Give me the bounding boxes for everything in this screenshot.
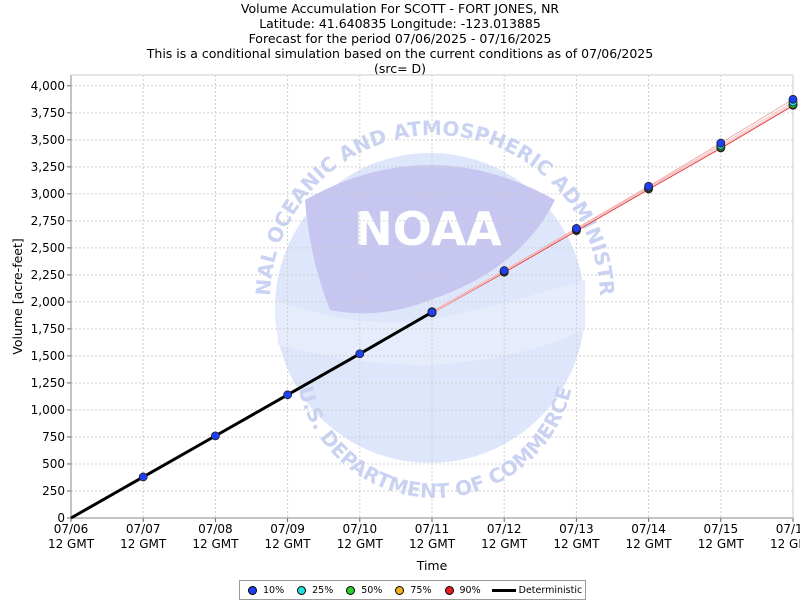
- legend-label-75: 75%: [410, 584, 432, 596]
- x-tick-label: 07/15: [704, 522, 739, 536]
- noaa-bird-shape: [305, 165, 555, 314]
- series-point-10pct: [788, 94, 798, 104]
- x-tick-label: 07/07: [126, 522, 161, 536]
- forecast-period-line: Forecast for the period 07/06/2025 - 07/…: [248, 31, 552, 46]
- deterministic-point: [210, 431, 220, 441]
- legend-label-25: 25%: [312, 584, 334, 596]
- x-tick-label-time: 12 GMT: [698, 537, 745, 551]
- y-tick-label: 3,750: [31, 106, 65, 120]
- x-tick-label: 07/06: [54, 522, 89, 536]
- x-tick-label: 07/12: [487, 522, 522, 536]
- x-tick-label: 07/11: [415, 522, 450, 536]
- series-point-10pct: [716, 138, 726, 148]
- series-line-deterministic: [70, 310, 433, 520]
- noaa-wave-shape: [275, 280, 585, 365]
- legend-item-deterministic: Deterministic: [489, 584, 583, 596]
- axes: [67, 74, 794, 522]
- x-tick-label-time: 12 GMT: [481, 537, 528, 551]
- x-tick-label-time: 12 GMT: [192, 537, 239, 551]
- x-tick-label-time: 12 GMT: [48, 537, 95, 551]
- y-tick-label: 250: [42, 484, 65, 498]
- y-tick-label: 1,750: [31, 322, 65, 336]
- legend-swatch-50: [346, 585, 356, 595]
- y-axis-label: Volume [acre-feet]: [10, 238, 25, 355]
- y-tick-label: 3,250: [31, 160, 65, 174]
- location-line: Latitude: 41.640835 Longitude: -123.0138…: [259, 16, 541, 31]
- legend-item-10: 10%: [243, 585, 284, 596]
- deterministic-point: [427, 307, 437, 317]
- series-point-10pct: [499, 266, 509, 275]
- legend-swatch-90: [444, 585, 454, 595]
- x-tick-label: 07/08: [198, 522, 233, 536]
- legend-label-90: 90%: [459, 584, 481, 596]
- x-tick-label: 07/14: [631, 522, 666, 536]
- legend-swatch-25: [297, 585, 307, 595]
- x-tick-label-time: 12 GMT: [626, 537, 673, 551]
- y-tick-label: 2,750: [31, 214, 65, 228]
- legend-item-25: 25%: [292, 585, 333, 596]
- y-tick-label: 1,000: [31, 403, 65, 417]
- noaa-center-text: NOAA: [354, 202, 502, 256]
- y-tick-label: 1,500: [31, 349, 65, 363]
- source-line: (src= D): [373, 61, 427, 76]
- series-point-10pct: [572, 224, 581, 233]
- y-tick-label: 500: [42, 457, 65, 471]
- chart-title: Volume Accumulation For SCOTT - FORT JON…: [240, 1, 560, 16]
- y-tick-label: 2,500: [31, 241, 65, 255]
- series-line-10pct: [431, 98, 794, 313]
- x-tick-label: 07/16: [776, 522, 800, 536]
- legend-item-75: 75%: [390, 584, 432, 596]
- simulation-note: This is a conditional simulation based o…: [146, 46, 654, 61]
- x-tick-label-time: 12 GMT: [337, 537, 384, 551]
- data-series: [70, 94, 798, 520]
- y-tick-label: 0: [57, 511, 65, 525]
- y-tick-label: 750: [42, 430, 65, 444]
- tick-labels: 0 250 500 750 1,000 1,250 1,500 1,750 2,000 2,250…: [31, 79, 800, 551]
- x-tick-label: 07/10: [343, 522, 378, 536]
- legend-item-90: 90%: [440, 585, 481, 596]
- x-tick-label: 07/09: [270, 522, 305, 536]
- legend-label-10: 10%: [263, 584, 285, 596]
- deterministic-point: [138, 472, 148, 482]
- legend-label-50: 50%: [361, 584, 383, 596]
- legend-swatch-75: [395, 585, 405, 595]
- deterministic-point: [355, 349, 365, 359]
- y-tick-label: 2,250: [31, 268, 65, 282]
- x-tick-label-time: 12 GMT: [120, 537, 167, 551]
- series-point-10pct: [644, 181, 653, 191]
- deterministic-point: [283, 390, 293, 400]
- x-axis-label: Time: [416, 558, 448, 573]
- x-tick-label-time: 12 GMT: [265, 537, 312, 551]
- legend-item-50: 50%: [341, 585, 382, 596]
- legend-label-deterministic: Deterministic: [518, 584, 583, 596]
- chart-header: Volume Accumulation For SCOTT - FORT JON…: [0, 0, 800, 76]
- legend-swatch-deterministic: [491, 588, 516, 592]
- y-tick-label: 1,250: [31, 376, 65, 390]
- x-tick-label-time: 12 GMT: [553, 537, 600, 551]
- x-tick-label: 07/13: [559, 522, 594, 536]
- legend-swatch-10: [248, 585, 257, 595]
- gridlines: [71, 75, 794, 518]
- y-tick-label: 3,000: [31, 187, 65, 201]
- x-tick-label-time: 12 GMT: [409, 537, 456, 551]
- x-tick-label-time: 12 GMT: [770, 537, 800, 551]
- y-tick-label: 4,000: [31, 79, 65, 93]
- y-tick-label: 3,500: [31, 133, 65, 147]
- y-tick-label: 2,000: [31, 295, 65, 309]
- legend: 10% 25% 50% 75% 90% Deterministic: [239, 580, 587, 600]
